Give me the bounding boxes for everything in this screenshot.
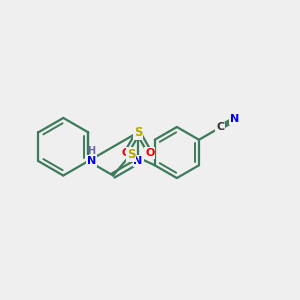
Text: O: O	[145, 148, 154, 158]
Text: C: C	[216, 122, 224, 133]
Text: S: S	[134, 126, 142, 139]
Text: H: H	[87, 146, 95, 156]
Text: N: N	[87, 156, 96, 166]
Text: O: O	[122, 148, 131, 158]
Text: N: N	[134, 156, 143, 166]
Text: S: S	[127, 148, 135, 161]
Text: N: N	[230, 114, 239, 124]
